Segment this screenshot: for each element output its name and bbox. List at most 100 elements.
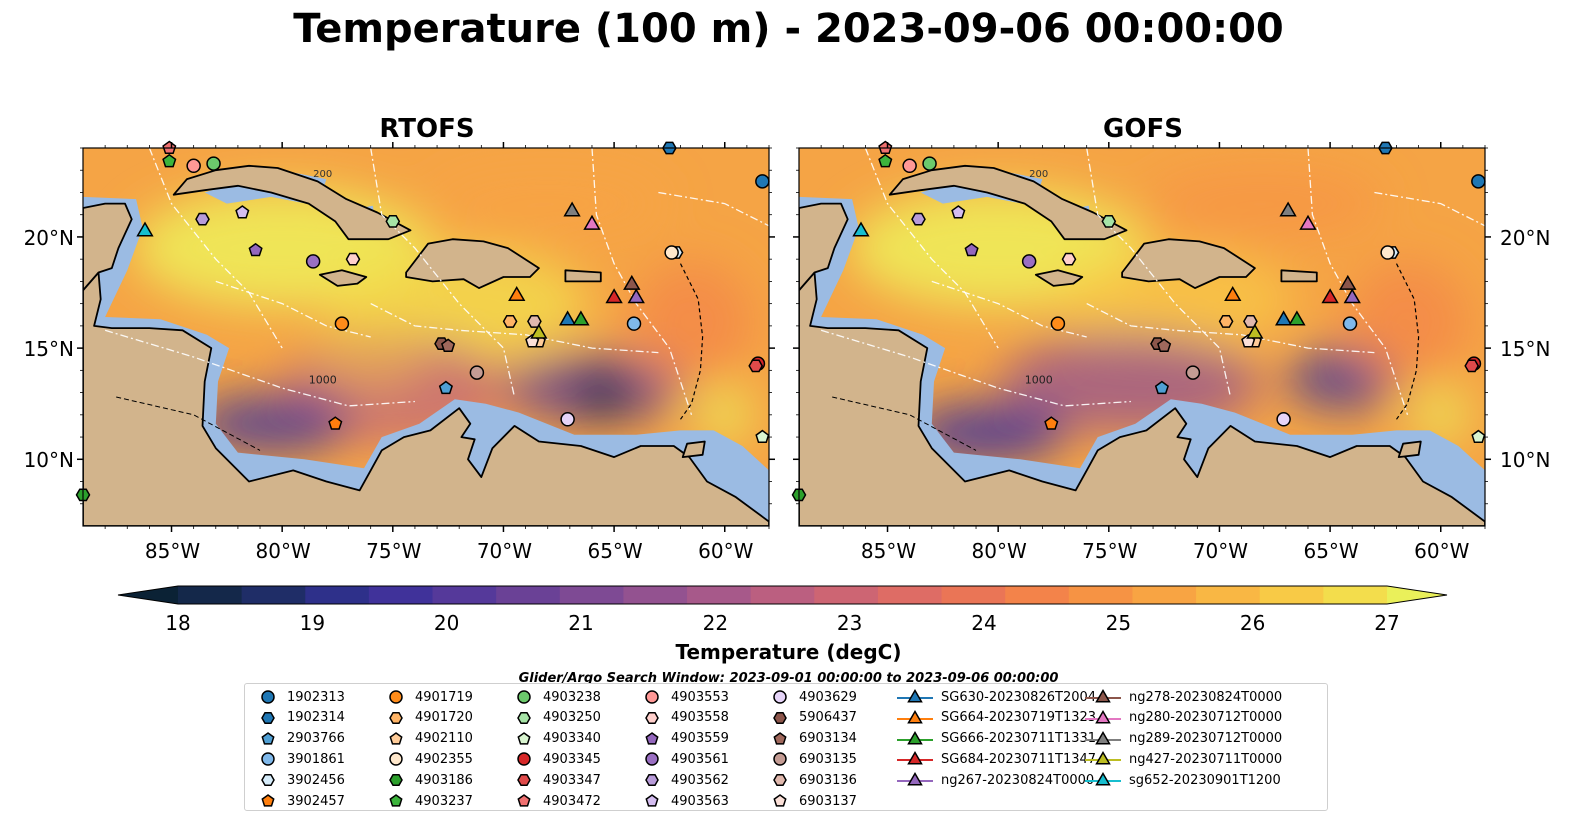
x-tick-label-right: 85°W (860, 539, 917, 563)
legend-item: 4903553 (641, 687, 729, 707)
legend-marker-icon (773, 794, 787, 807)
glider-marker-SG666-20230711T1331 (1288, 310, 1306, 326)
hispaniola-land (405, 238, 540, 289)
legend-item: 4903340 (513, 729, 601, 749)
y-tick-label-right: 20°N (1500, 225, 1551, 250)
legend-symbol (1095, 689, 1111, 703)
colorbar-tick-label: 19 (299, 611, 326, 635)
legend-label: 3902457 (287, 793, 345, 809)
legend-label: SG666-20230711T1331 (941, 731, 1097, 747)
legend-symbol (389, 752, 403, 767)
legend-item: ng267-20230824T0000 (897, 770, 1094, 790)
argo-marker-4901720 (502, 315, 518, 328)
legend-label: 4903237 (415, 793, 473, 809)
glider-marker-SG684-20230711T1347 (1321, 288, 1339, 304)
map-panel-rtofs: 200 1000 (75, 140, 775, 532)
argo-marker-1902313 (755, 174, 770, 189)
glider-marker-SG684-20230711T1347 (605, 288, 623, 304)
colorbar-extend-max (1387, 586, 1447, 604)
argo-marker-4903562 (911, 212, 926, 226)
trinidad-land (681, 440, 706, 458)
argo-marker-4903558 (1061, 252, 1077, 266)
legend-item: 6903134 (769, 729, 857, 749)
legend-symbol (261, 711, 275, 724)
legend-marker-icon (261, 690, 275, 704)
legend-item: 4903559 (641, 729, 729, 749)
hispaniola-land (1121, 238, 1256, 289)
argo-marker-4903472 (878, 140, 893, 155)
legend-item: 4901719 (385, 687, 473, 707)
figure-title: Temperature (100 m) - 2023-09-06 00:00:0… (293, 6, 1284, 52)
legend-item: 4903472 (513, 791, 601, 811)
legend-symbol (517, 774, 531, 787)
legend-label: ng289-20230712T0000 (1129, 731, 1283, 747)
puerto-rico-land (1280, 269, 1318, 283)
x-tick-label-right: 70°W (1192, 539, 1249, 563)
legend-symbol (261, 690, 275, 704)
legend-symbol (645, 690, 659, 704)
argo-marker-4903561 (305, 254, 321, 269)
contour-label-1000: 1000 (309, 374, 337, 387)
legend-symbol (1095, 751, 1111, 765)
argo-marker-4903250 (1101, 214, 1117, 228)
colorbar-segment (496, 586, 561, 604)
cuba-land (888, 164, 1128, 241)
legend-label: 4903345 (543, 751, 601, 767)
argo-marker-4901719 (334, 316, 350, 331)
legend-marker-icon (645, 711, 659, 724)
shelf-area-0 (83, 196, 769, 526)
legend-item: 4903347 (513, 770, 601, 790)
panel-title-gofs: GOFS (1103, 114, 1183, 144)
legend-item: 5906437 (769, 708, 857, 728)
shelf-area-0 (799, 196, 1485, 526)
colorbar-segment (559, 586, 624, 604)
x-tick-label-left: 70°W (476, 539, 533, 563)
glider-marker-ng267-20230824T0000 (1343, 288, 1361, 304)
legend-item: 3902457 (257, 791, 345, 811)
argo-marker-4903629 (1276, 412, 1291, 427)
map-frame (82, 147, 770, 527)
legend-label: 4903347 (543, 772, 601, 788)
legend-label: 4903629 (799, 689, 857, 705)
legend-symbol (907, 709, 923, 724)
legend-symbol (773, 731, 787, 745)
legend-item: 2903766 (257, 729, 345, 749)
legend-label: ng280-20230712T0000 (1129, 710, 1283, 726)
glider-marker-ng278-20230824T0000 (1339, 274, 1357, 290)
legend-item: SG630-20230826T2004 (897, 687, 1096, 707)
eez-boundary-2 (1307, 148, 1409, 416)
colorbar-segment (877, 586, 943, 604)
argo-marker-4903238 (206, 156, 221, 171)
legend-marker-icon (517, 731, 531, 745)
legend-item: 6903135 (769, 749, 857, 769)
colorbar-segment (1259, 586, 1324, 604)
legend-symbol (907, 772, 923, 786)
legend-symbol (773, 690, 787, 704)
y-tick-label-right: 10°N (1500, 448, 1551, 473)
legend-marker-icon (1085, 730, 1121, 745)
legend-symbol (645, 752, 659, 767)
legend-symbol (773, 794, 787, 807)
legend-item: ng427-20230711T0000 (1085, 749, 1282, 769)
central-america-land (799, 271, 1485, 526)
argo-marker-4903347 (1464, 359, 1480, 373)
x-tick-label-left: 80°W (255, 539, 311, 563)
y-tick-label-left: 15°N (23, 337, 74, 362)
legend-marker-icon (773, 711, 787, 724)
x-tick-label-left: 65°W (587, 539, 643, 563)
glider-marker-ng267-20230824T0000 (627, 288, 645, 304)
legend-item: 4903238 (513, 687, 601, 707)
colorbar-segment (1323, 586, 1388, 604)
x-tick-label-right: 65°W (1303, 539, 1359, 563)
contour-label-1000: 1000 (1025, 374, 1053, 387)
argo-marker-6903134 (1157, 338, 1172, 352)
argo-marker-4903558 (345, 252, 361, 266)
legend-symbol (389, 690, 403, 704)
legend-item: 3901861 (257, 749, 345, 769)
argo-marker-4903563 (951, 205, 966, 219)
legend-symbol (773, 752, 787, 767)
legend-marker-icon (1085, 772, 1121, 786)
legend-item: 4902355 (385, 749, 473, 769)
argo-marker-3901861 (1342, 316, 1358, 331)
x-tick-label-left: 75°W (366, 539, 422, 563)
